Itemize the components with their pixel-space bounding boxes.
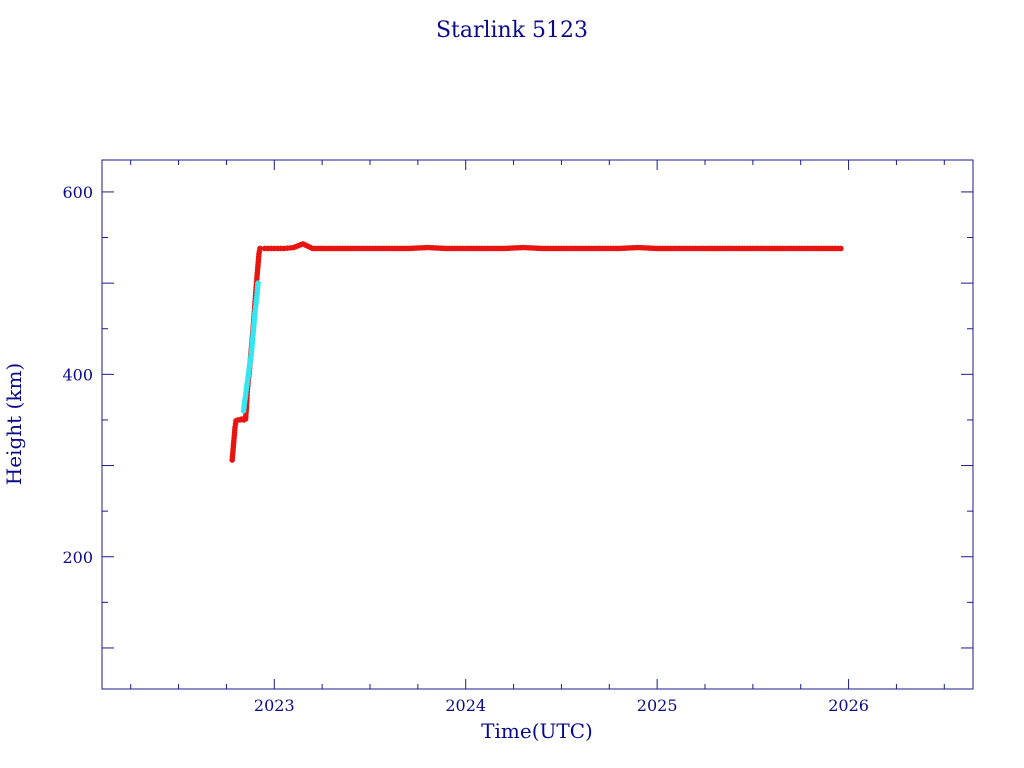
x-tick-label: 2026	[828, 696, 869, 715]
data-points	[229, 241, 844, 463]
chart-title: Starlink 5123	[436, 18, 588, 43]
data-point	[257, 245, 263, 252]
y-tick-label: 200	[62, 548, 93, 567]
series-cyan	[240, 280, 261, 414]
y-axis-tick-labels: 200 400 600	[62, 183, 93, 567]
x-tick-label: 2023	[254, 696, 295, 715]
x-axis-label: Time(UTC)	[481, 719, 593, 743]
data-point	[255, 280, 261, 286]
y-tick-label: 400	[62, 365, 93, 384]
data-point	[838, 245, 844, 252]
plot-frame	[101, 159, 974, 690]
series-red	[229, 241, 844, 463]
y-tick-label: 600	[62, 183, 93, 202]
x-tick-label: 2025	[637, 696, 678, 715]
x-axis-tick-labels: 2023 2024 2025 2026	[254, 696, 869, 715]
y-axis-label: Height (km)	[2, 363, 26, 485]
axis-ticks	[102, 160, 973, 689]
x-tick-label: 2024	[445, 696, 486, 715]
